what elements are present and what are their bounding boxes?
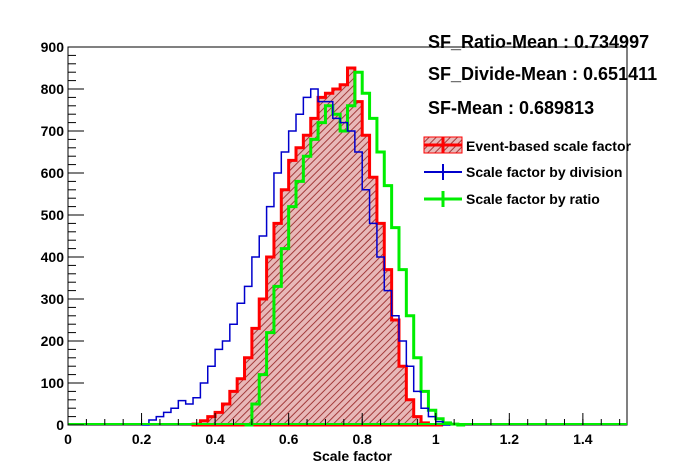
- y-tick-label: 600: [41, 165, 65, 181]
- x-tick-label: 0: [64, 431, 72, 447]
- y-tick-label: 200: [41, 333, 65, 349]
- x-tick-label: 0.6: [279, 431, 299, 447]
- y-tick-label: 900: [41, 39, 65, 55]
- stat-divide-mean: SF_Divide-Mean : 0.651411: [428, 64, 657, 84]
- x-tick-label: 0.8: [352, 431, 372, 447]
- y-tick-label: 0: [56, 417, 64, 433]
- legend: Event-based scale factor Scale factor by…: [423, 136, 632, 207]
- series-ratio-line: [244, 70, 466, 427]
- x-tick-label: 1.2: [500, 431, 520, 447]
- y-tick-label: 300: [41, 291, 65, 307]
- series-layer: [68, 66, 627, 427]
- y-tick-label: 800: [41, 81, 65, 97]
- x-tick-label: 1.4: [573, 431, 593, 447]
- x-axis-label: Scale factor: [313, 448, 393, 464]
- stat-mean: SF-Mean : 0.689813: [428, 98, 594, 118]
- y-tick-label: 400: [41, 249, 65, 265]
- y-tick-label: 700: [41, 123, 65, 139]
- legend-label-ratio: Scale factor by ratio: [466, 191, 600, 207]
- series-division-line: [141, 88, 451, 426]
- y-tick-label: 100: [41, 375, 65, 391]
- series-event-based-area: [191, 66, 444, 427]
- legend-label-event-based: Event-based scale factor: [466, 138, 632, 154]
- y-tick-label: 500: [41, 207, 65, 223]
- stat-ratio-mean: SF_Ratio-Mean : 0.734997: [428, 32, 649, 52]
- x-tick-label: 0.2: [132, 431, 152, 447]
- axis-layer: 0 0.2 0.4 0.6 0.8 1 1.2 1.4 0 100 200 300 400 500 600 7…: [41, 39, 621, 447]
- legend-label-division: Scale factor by division: [466, 164, 622, 180]
- x-tick-label: 1: [432, 431, 440, 447]
- x-tick-label: 0.4: [205, 431, 225, 447]
